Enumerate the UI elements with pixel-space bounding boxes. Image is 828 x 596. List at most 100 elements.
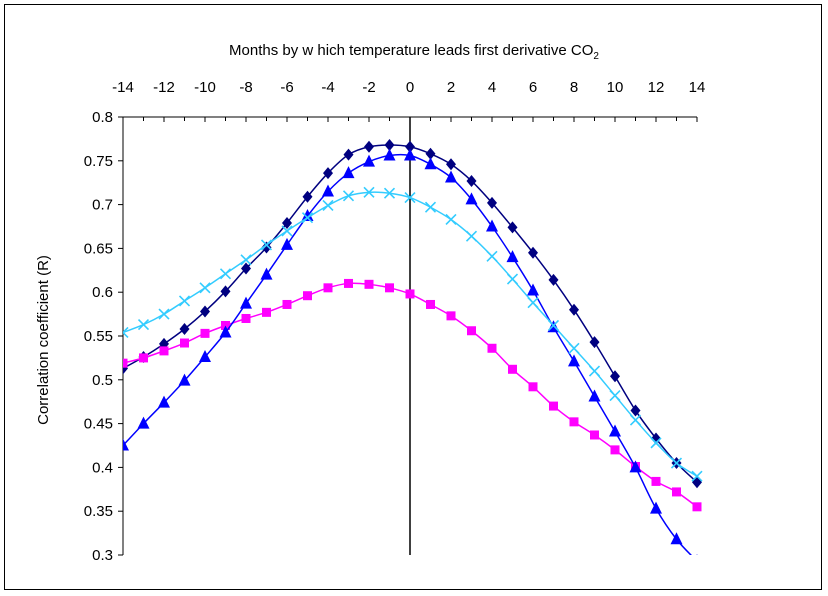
- data-point-triangle: [527, 283, 539, 296]
- data-point-x: [629, 414, 642, 426]
- data-point-diamond: [548, 273, 559, 286]
- data-point-diamond: [384, 139, 395, 152]
- data-point-diamond: [179, 322, 190, 335]
- data-point-triangle: [670, 532, 683, 545]
- data-point-x: [588, 365, 601, 377]
- x-tick-label: 4: [488, 79, 496, 96]
- data-point-x: [260, 239, 273, 251]
- data-point-triangle: [588, 389, 601, 402]
- data-point-triangle: [629, 460, 642, 473]
- data-point-triangle: [301, 208, 314, 221]
- y-tick-label: 0.35: [84, 503, 113, 520]
- data-point-x: [123, 326, 129, 339]
- data-point-triangle: [123, 438, 129, 451]
- data-point-x: [281, 225, 293, 237]
- y-tick-label: 0.5: [92, 372, 113, 389]
- data-point-square: [528, 382, 538, 392]
- x-tick-labels: -14 -12 -10 -8 -6 -4 -2 0 2 4 6 8 10 12 14: [112, 79, 705, 96]
- data-point-triangle: [240, 296, 252, 309]
- data-point-square: [200, 328, 210, 338]
- data-point-square: [344, 278, 353, 288]
- y-tick-label: 0.8: [92, 109, 113, 126]
- data-point-x: [363, 186, 375, 198]
- data-point-triangle: [363, 154, 375, 167]
- data-point-diamond: [466, 174, 477, 187]
- x-tick-label: 12: [648, 79, 665, 96]
- data-point-triangle: [609, 424, 621, 437]
- x-tick-label: 14: [689, 79, 706, 96]
- data-point-square: [467, 326, 476, 336]
- data-point-triangle: [322, 184, 334, 197]
- data-point-square: [405, 289, 415, 299]
- data-point-diamond: [282, 216, 292, 229]
- series-layer: [123, 139, 703, 555]
- data-point-triangle: [199, 350, 211, 363]
- y-tick-label: 0.75: [84, 153, 113, 170]
- data-point-triangle: [260, 267, 273, 280]
- data-point-square: [446, 311, 456, 321]
- data-point-square: [159, 346, 169, 356]
- data-point-diamond: [569, 303, 579, 316]
- x-tick-label: -12: [153, 79, 175, 96]
- data-point-square: [651, 476, 661, 486]
- data-point-square: [672, 487, 681, 497]
- chart-title-main: Months by w hich temperature leads first…: [229, 42, 593, 59]
- x-tick-label: -14: [112, 79, 134, 96]
- data-point-square: [426, 299, 435, 309]
- data-point-square: [569, 417, 579, 427]
- data-point-x: [424, 201, 437, 213]
- data-point-x: [219, 268, 232, 280]
- data-point-square: [221, 320, 230, 330]
- data-point-square: [692, 502, 702, 512]
- data-point-square: [139, 353, 148, 363]
- data-point-x: [465, 230, 478, 242]
- data-point-triangle: [445, 170, 457, 183]
- data-point-diamond: [364, 140, 374, 153]
- chart-title: Months by w hich temperature leads first…: [229, 42, 599, 62]
- data-point-diamond: [405, 140, 415, 153]
- x-tick-label: -8: [239, 79, 252, 96]
- data-point-square: [180, 338, 189, 348]
- y-tick-label: 0.7: [92, 197, 113, 214]
- data-point-x: [609, 390, 621, 402]
- data-point-x: [445, 213, 457, 226]
- data-point-square: [303, 291, 312, 301]
- data-point-triangle: [404, 148, 416, 161]
- x-tick-label: 2: [447, 79, 455, 96]
- y-tick-label: 0.55: [84, 328, 113, 345]
- data-point-diamond: [302, 190, 313, 203]
- data-point-square: [508, 364, 517, 374]
- x-tick-label: -4: [321, 79, 334, 96]
- y-tick-label: 0.6: [92, 284, 113, 301]
- x-tick-label: 0: [406, 79, 414, 96]
- data-point-square: [549, 401, 558, 411]
- data-point-x: [342, 190, 355, 202]
- data-point-diamond: [692, 476, 702, 489]
- data-point-triangle: [486, 219, 498, 232]
- data-point-diamond: [507, 221, 518, 234]
- data-point-triangle: [281, 237, 293, 250]
- data-point-x: [486, 250, 498, 262]
- data-point-x: [670, 457, 683, 469]
- x-tick-label: 8: [570, 79, 578, 96]
- data-point-diamond: [241, 262, 251, 275]
- y-tick-labels: 0.8 0.75 0.7 0.65 0.6 0.55 0.5 0.45 0.4 0.35 0.3: [84, 109, 113, 564]
- data-point-square: [241, 313, 251, 323]
- data-point-x: [322, 199, 334, 212]
- series-x: [123, 186, 703, 482]
- data-point-x: [650, 437, 662, 449]
- data-point-triangle: [650, 501, 662, 514]
- chart-title-subscript: 2: [593, 51, 599, 62]
- data-point-x: [199, 282, 211, 294]
- x-tick-label: 10: [607, 79, 624, 96]
- data-point-x: [691, 470, 703, 482]
- data-point-diamond: [630, 404, 641, 417]
- series-square: [123, 278, 702, 512]
- data-point-x: [178, 295, 191, 307]
- data-point-diamond: [487, 196, 497, 209]
- data-point-triangle: [696, 554, 698, 555]
- data-point-diamond: [323, 167, 333, 180]
- data-point-square: [262, 307, 271, 317]
- data-point-triangle: [506, 250, 519, 263]
